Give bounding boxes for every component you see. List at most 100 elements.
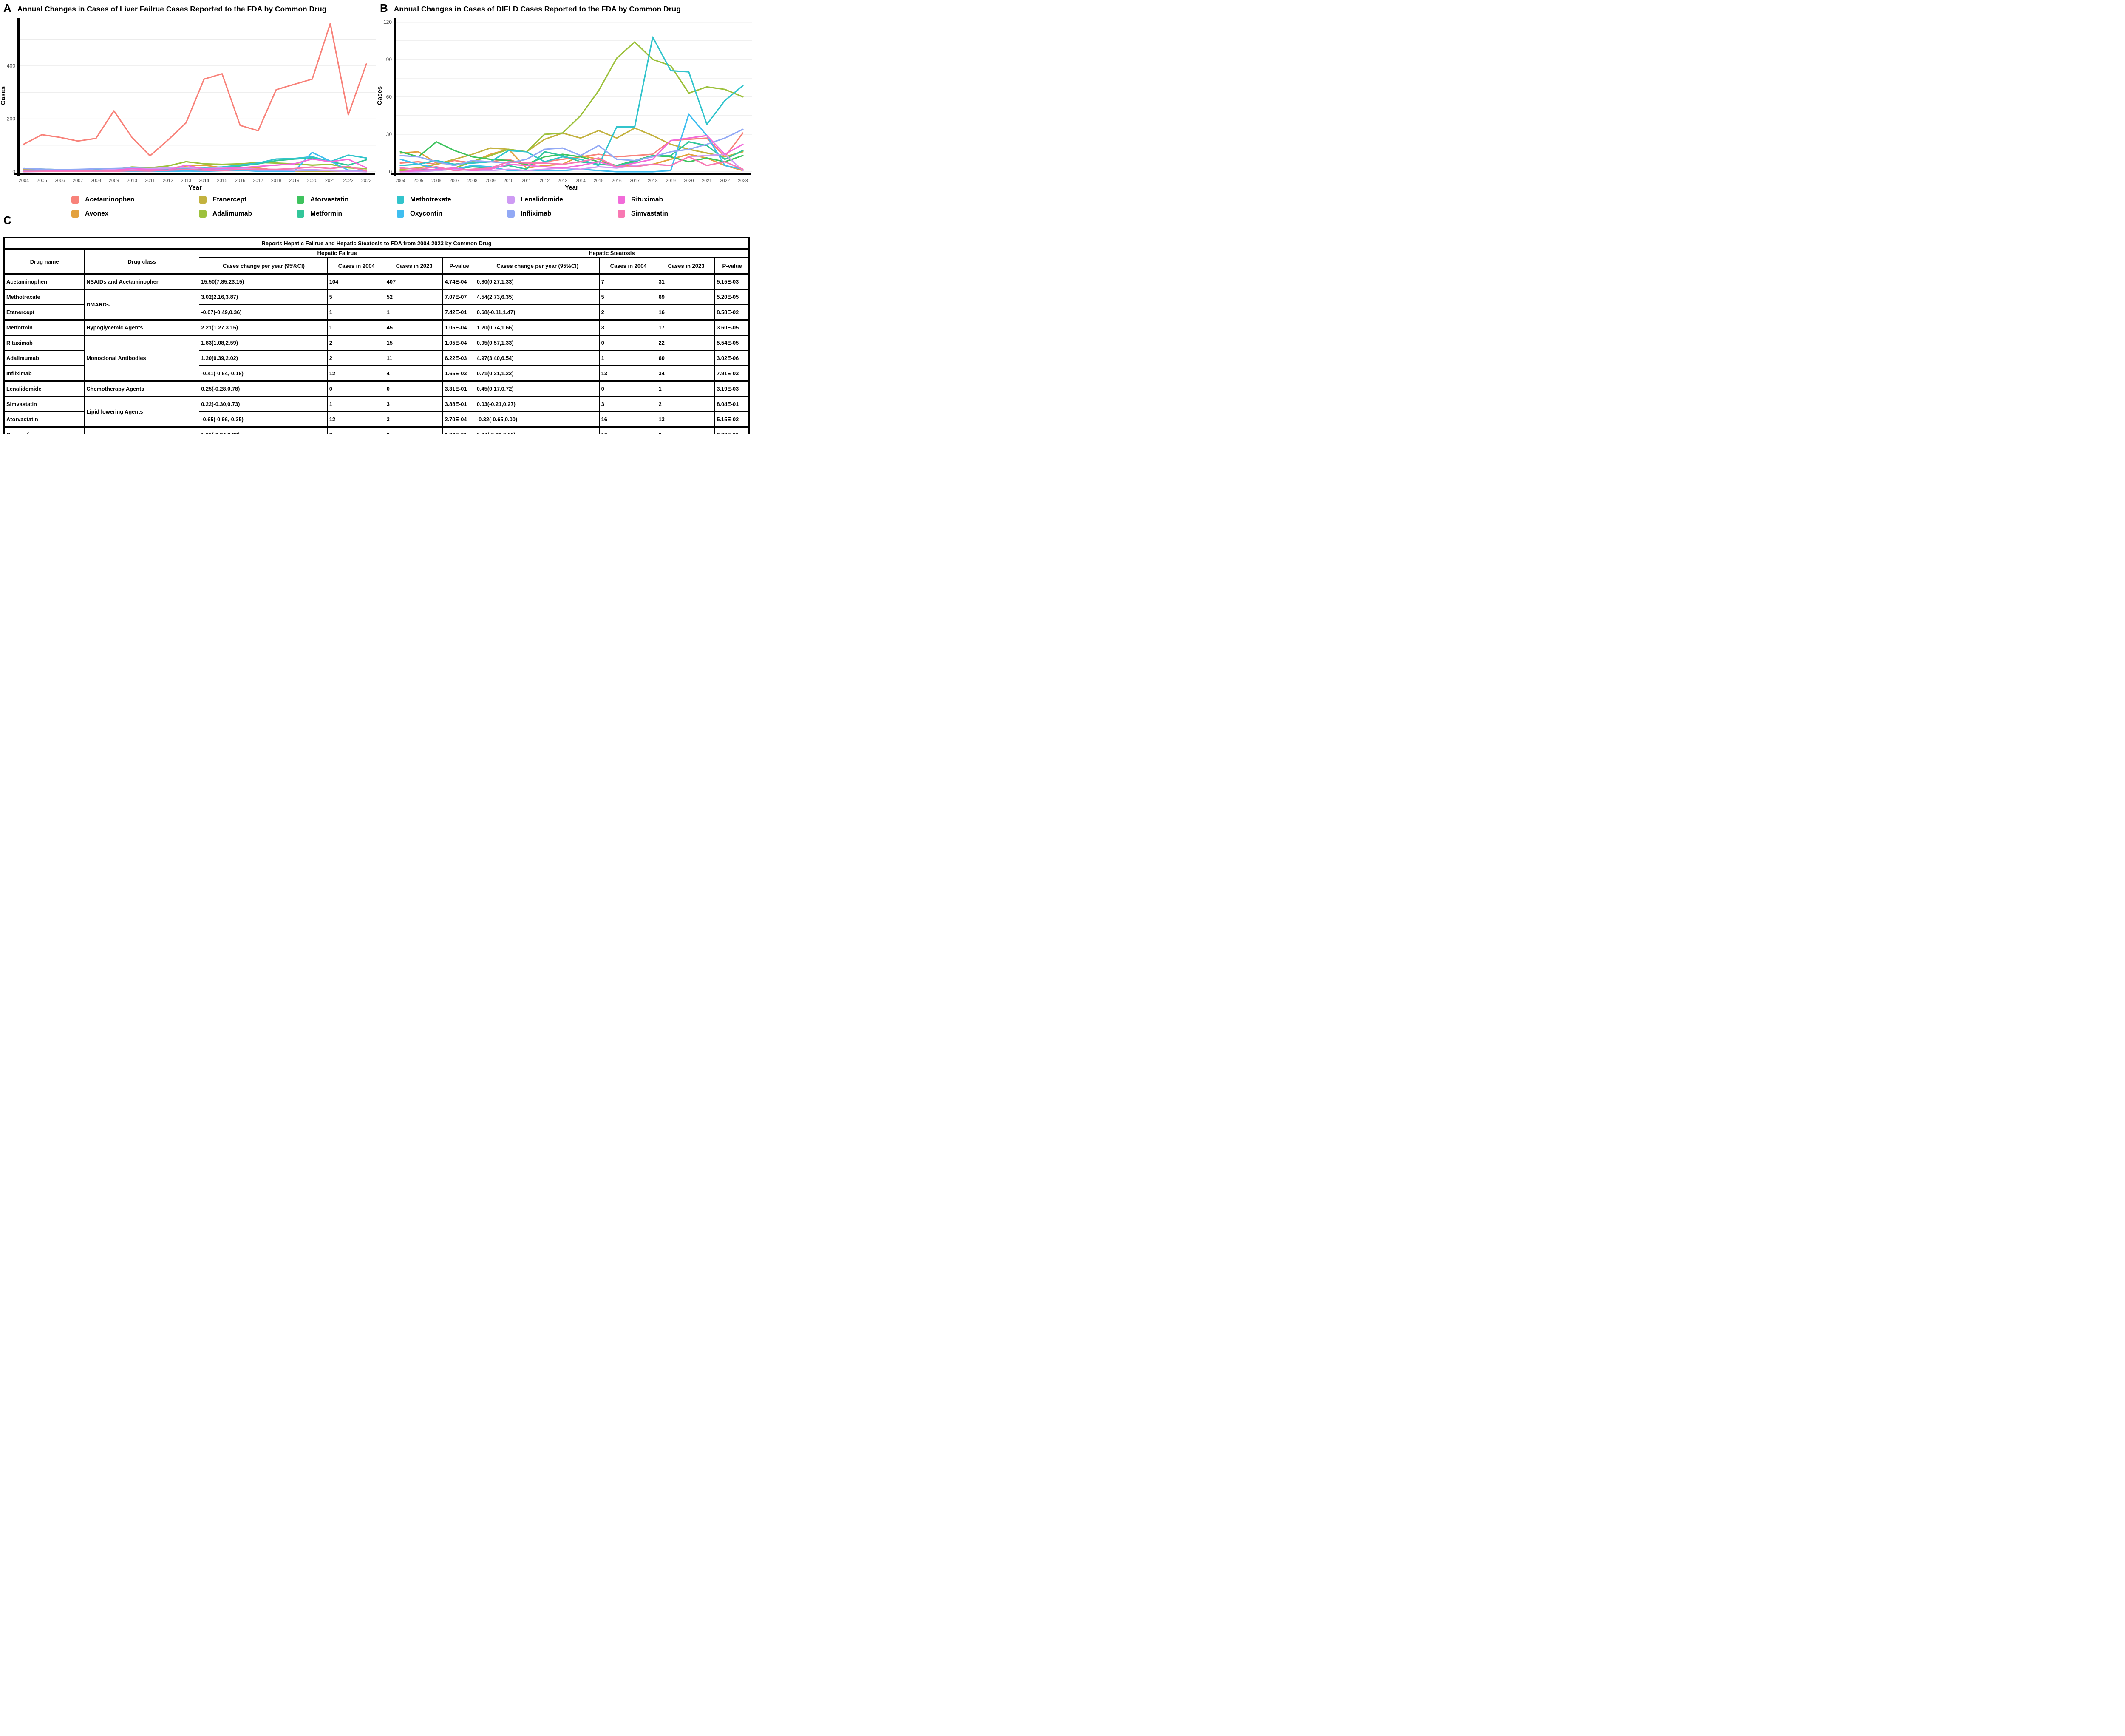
value-cell: 1 <box>327 304 385 321</box>
drug-name-cell: Infliximab <box>3 365 85 382</box>
value-cell: 1 <box>599 350 657 366</box>
value-cell: 4 <box>384 365 443 382</box>
value-cell: 3 <box>384 426 443 434</box>
value-cell: 0.25(-0.28,0.78) <box>199 380 328 397</box>
drug-class-cell: Other <box>84 426 200 434</box>
y-tick-label: 200 <box>7 116 15 122</box>
charts-row: A Annual Changes in Cases of Liver Failr… <box>0 0 753 193</box>
sub-header-hs-pvalue: P-value <box>714 257 749 275</box>
value-cell: 0 <box>327 380 385 397</box>
series-line-methotrexate <box>400 36 744 166</box>
x-tick-label: 2006 <box>55 178 65 183</box>
drug-name-cell: Adalimumab <box>3 350 85 366</box>
value-cell: 7.91E-03 <box>714 365 749 382</box>
table-row-atorvastatin: Atorvastatin -0.65(-0.96,-0.35) 12 3 2.70E-0… <box>3 411 749 428</box>
value-cell: 3 <box>384 411 443 428</box>
figure-page: A Annual Changes in Cases of Liver Failr… <box>0 0 753 434</box>
value-cell: 407 <box>384 273 443 290</box>
legend-label: Etanercept <box>212 196 247 203</box>
value-cell: 8.04E-01 <box>714 396 749 412</box>
legend-item-infliximab: Infliximab <box>507 210 618 218</box>
x-tick-label: 2021 <box>325 178 335 183</box>
value-cell: 2 <box>327 426 385 434</box>
y-axis-title: Cases <box>0 86 7 105</box>
value-cell: 52 <box>384 289 443 305</box>
x-tick-label: 2004 <box>19 178 29 183</box>
x-tick-label: 2007 <box>450 178 460 183</box>
x-tick-label: 2013 <box>558 178 568 183</box>
x-tick-label: 2020 <box>307 178 317 183</box>
legend-swatch-icon <box>507 196 515 204</box>
value-cell: 4.74E-04 <box>442 273 475 290</box>
y-axis-title: Cases <box>377 86 383 105</box>
panel-c-label: C <box>3 214 11 227</box>
y-tick-label: 120 <box>383 19 392 25</box>
panel-a-label: A <box>3 2 11 14</box>
value-cell: 17 <box>656 319 715 336</box>
x-tick-label: 2016 <box>235 178 245 183</box>
value-cell: 0 <box>384 380 443 397</box>
table-row-acetaminophen: Acetaminophen NSAIDs and Acetaminophen 15.… <box>3 273 749 290</box>
y-tick-label: 30 <box>386 131 392 137</box>
value-cell: 0.24(-0.31,0.80) <box>474 426 600 434</box>
table-row-lenalidomide: Lenalidomide Chemotherapy Agents 0.25(-0.2… <box>3 380 749 397</box>
legend-label: Metformin <box>310 210 342 217</box>
legend-swatch-icon <box>618 196 625 204</box>
legend-label: Lenalidomide <box>521 196 563 203</box>
sub-header-hs-2023: Cases in 2023 <box>656 257 715 275</box>
value-cell: 1.20(0.74,1.66) <box>474 319 600 336</box>
series-line-simvastatin <box>23 165 367 172</box>
x-tick-label: 2019 <box>666 178 676 183</box>
value-cell: 5.15E-03 <box>714 273 749 290</box>
x-tick-label: 2011 <box>145 178 155 183</box>
table-body: Acetaminophen NSAIDs and Acetaminophen 15.… <box>3 273 749 434</box>
value-cell: -0.32(-0.65,0.00) <box>474 411 600 428</box>
chart-legend: Acetaminophen Etanercept Atorvastatin Metho… <box>0 196 753 218</box>
table-row-adalimumab: Adalimumab 1.20(0.39,2.02) 2 11 6.22E-03 4.97… <box>3 350 749 366</box>
legend-block: C Acetaminophen Etanercept Atorvastatin Met… <box>0 196 753 235</box>
panel-b-title-row: B Annual Changes in Cases of DIFLD Cases… <box>377 0 753 15</box>
value-cell: 16 <box>656 304 715 321</box>
x-tick-label: 2005 <box>37 178 47 183</box>
y-tick-label: 0 <box>12 169 15 175</box>
x-tick-label: 2010 <box>127 178 137 183</box>
value-cell: 5 <box>599 289 657 305</box>
value-cell: 5 <box>327 289 385 305</box>
drug-name-cell: Methotrexate <box>3 289 85 305</box>
x-tick-label: 2014 <box>576 178 586 183</box>
y-axis-line <box>394 18 396 176</box>
table-row-etanercept: Etanercept -0.07(-0.49,0.36) 1 1 7.42E-01 0.6… <box>3 304 749 321</box>
sub-header-hf-change: Cases change per year (95%CI) <box>199 257 328 275</box>
legend-item-avonex: Avonex <box>71 210 199 218</box>
legend-swatch-icon <box>397 196 404 204</box>
x-axis-title: Year <box>188 184 202 190</box>
value-cell: 12 <box>327 411 385 428</box>
value-cell: 3.02(2.16,3.87) <box>199 289 328 305</box>
value-cell: 0.80(0.27,1.33) <box>474 273 600 290</box>
drug-name-cell: Simvastatin <box>3 396 85 412</box>
y-tick-label: 400 <box>7 63 15 69</box>
x-tick-label: 2008 <box>468 178 478 183</box>
value-cell: 1 <box>384 304 443 321</box>
value-cell: 5.54E-05 <box>714 335 749 351</box>
value-cell: 2 <box>327 350 385 366</box>
value-cell: 3.02E-06 <box>714 350 749 366</box>
legend-label: Acetaminophen <box>85 196 135 203</box>
chart-b-title: Annual Changes in Cases of DIFLD Cases R… <box>394 5 681 13</box>
legend-item-rituximab: Rituximab <box>618 196 663 204</box>
value-cell: 0 <box>599 380 657 397</box>
x-tick-label: 2008 <box>91 178 101 183</box>
series-line-atorvastatin <box>400 141 744 166</box>
value-cell: 2 <box>656 396 715 412</box>
value-cell: 0.22(-0.30,0.73) <box>199 396 328 412</box>
x-tick-label: 2005 <box>414 178 424 183</box>
value-cell: 3.88E-01 <box>442 396 475 412</box>
panel-a: A Annual Changes in Cases of Liver Failr… <box>0 0 377 193</box>
x-tick-label: 2017 <box>253 178 263 183</box>
y-tick-label: 90 <box>386 57 392 62</box>
value-cell: 3.19E-03 <box>714 380 749 397</box>
legend-swatch-icon <box>618 210 625 218</box>
value-cell: 3.31E-01 <box>442 380 475 397</box>
value-cell: 6.22E-03 <box>442 350 475 366</box>
value-cell: 7.42E-01 <box>442 304 475 321</box>
